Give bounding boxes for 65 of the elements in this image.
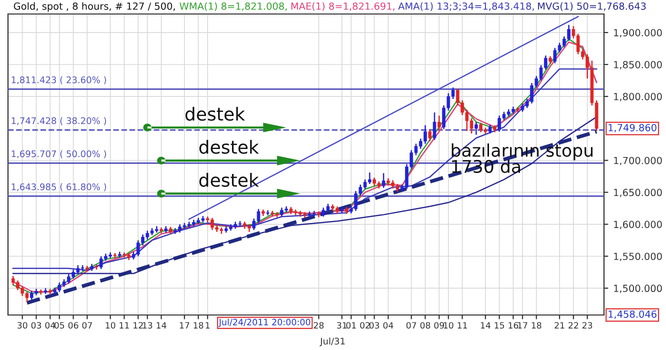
- x-tick-label: 10: [106, 322, 116, 329]
- ref-line-label: 1,747.428 ( 38.20% ): [12, 117, 106, 126]
- x-tick-label: 03: [369, 322, 380, 329]
- x-tick-label: 03: [31, 322, 42, 329]
- y-tick-label: 1,900.000: [614, 29, 662, 38]
- x-tick-label: 08: [420, 322, 430, 329]
- candlestick: [428, 128, 432, 142]
- text: WMA(1) 8=1,821.008,: [180, 2, 287, 11]
- ref-line-label: 1,695.707 ( 50.00% ): [12, 150, 106, 158]
- y-tick-label: 1,500.000: [614, 284, 662, 294]
- x-tick-label: 01: [346, 322, 356, 329]
- ref-line-label: 1,811.423 ( 23.60% ): [12, 76, 106, 84]
- x-tick-label: 30: [18, 322, 28, 329]
- text: 1,458.046: [608, 310, 656, 319]
- x-tick-label: 06: [68, 322, 78, 329]
- text: MAE(1) 8=1,821.691,: [291, 2, 394, 11]
- text: MVG(1) 50=1,768.643: [538, 2, 646, 11]
- x-tick-label: 1: [206, 322, 210, 328]
- y-tick-label: 1,650.000: [614, 188, 662, 198]
- x-tick-label: 07: [406, 322, 416, 329]
- y-tick-label: 1,550.000: [614, 252, 662, 262]
- text: AMA(1) 13;3;34=1,843.418,: [398, 2, 534, 11]
- x-tick-label: 04: [383, 322, 394, 329]
- x-tick-label: 15: [494, 322, 504, 329]
- candlestick: [382, 172, 386, 188]
- x-tick-label: 23: [582, 322, 592, 329]
- x-tick-label: 11: [120, 322, 129, 328]
- y-tick-label: 1,700.000: [614, 156, 662, 166]
- x-tick-label: 18: [194, 322, 204, 329]
- x-tick-label: 05: [54, 322, 64, 329]
- candlestick: [516, 106, 520, 114]
- x-tick-label: 28: [314, 322, 324, 329]
- text: Jul/31: [320, 338, 345, 346]
- x-tick-label: 04: [45, 322, 56, 329]
- x-tick-label: 02: [360, 322, 370, 329]
- annotation: destek: [185, 106, 246, 121]
- ref-line-label: 1,643.985 ( 61.80% ): [12, 183, 106, 192]
- y-tick-label: 1,600.000: [614, 220, 662, 230]
- line-series: [12, 68, 598, 271]
- candlestick: [437, 114, 441, 130]
- text: Jul/24/2011 20:00:00: [218, 318, 310, 328]
- annotation: destek: [199, 140, 259, 154]
- annotation: destek: [199, 172, 259, 187]
- annotation: 1,749.860: [608, 124, 656, 132]
- candlestick: [432, 112, 436, 141]
- x-tick-label: 31: [337, 322, 347, 329]
- y-tick-label: 1,850.000: [614, 60, 662, 70]
- x-tick-label: 17: [180, 322, 190, 328]
- x-tick-label: 14: [156, 322, 166, 328]
- x-tick-label: 10: [444, 322, 454, 329]
- x-tick-label: 11: [458, 322, 467, 328]
- y-tick-label: 1,800.000: [614, 92, 662, 102]
- x-tick-label: 14: [480, 322, 490, 328]
- x-tick-label: 17: [518, 322, 528, 328]
- x-tick-label: 22: [568, 322, 578, 328]
- candlestick: [266, 210, 270, 216]
- x-tick-label: 13: [142, 322, 152, 329]
- x-tick-label: 12: [134, 322, 143, 328]
- candlestick: [474, 121, 478, 136]
- x-tick-label: 21: [554, 322, 564, 328]
- chart-title: Gold, spot , 8 hours, # 127 / 500,: [14, 2, 175, 12]
- x-tick-label: 07: [82, 322, 92, 329]
- x-tick-label: 18: [532, 322, 542, 329]
- x-tick-label: 16: [508, 322, 518, 329]
- x-tick-label: 09: [434, 322, 444, 329]
